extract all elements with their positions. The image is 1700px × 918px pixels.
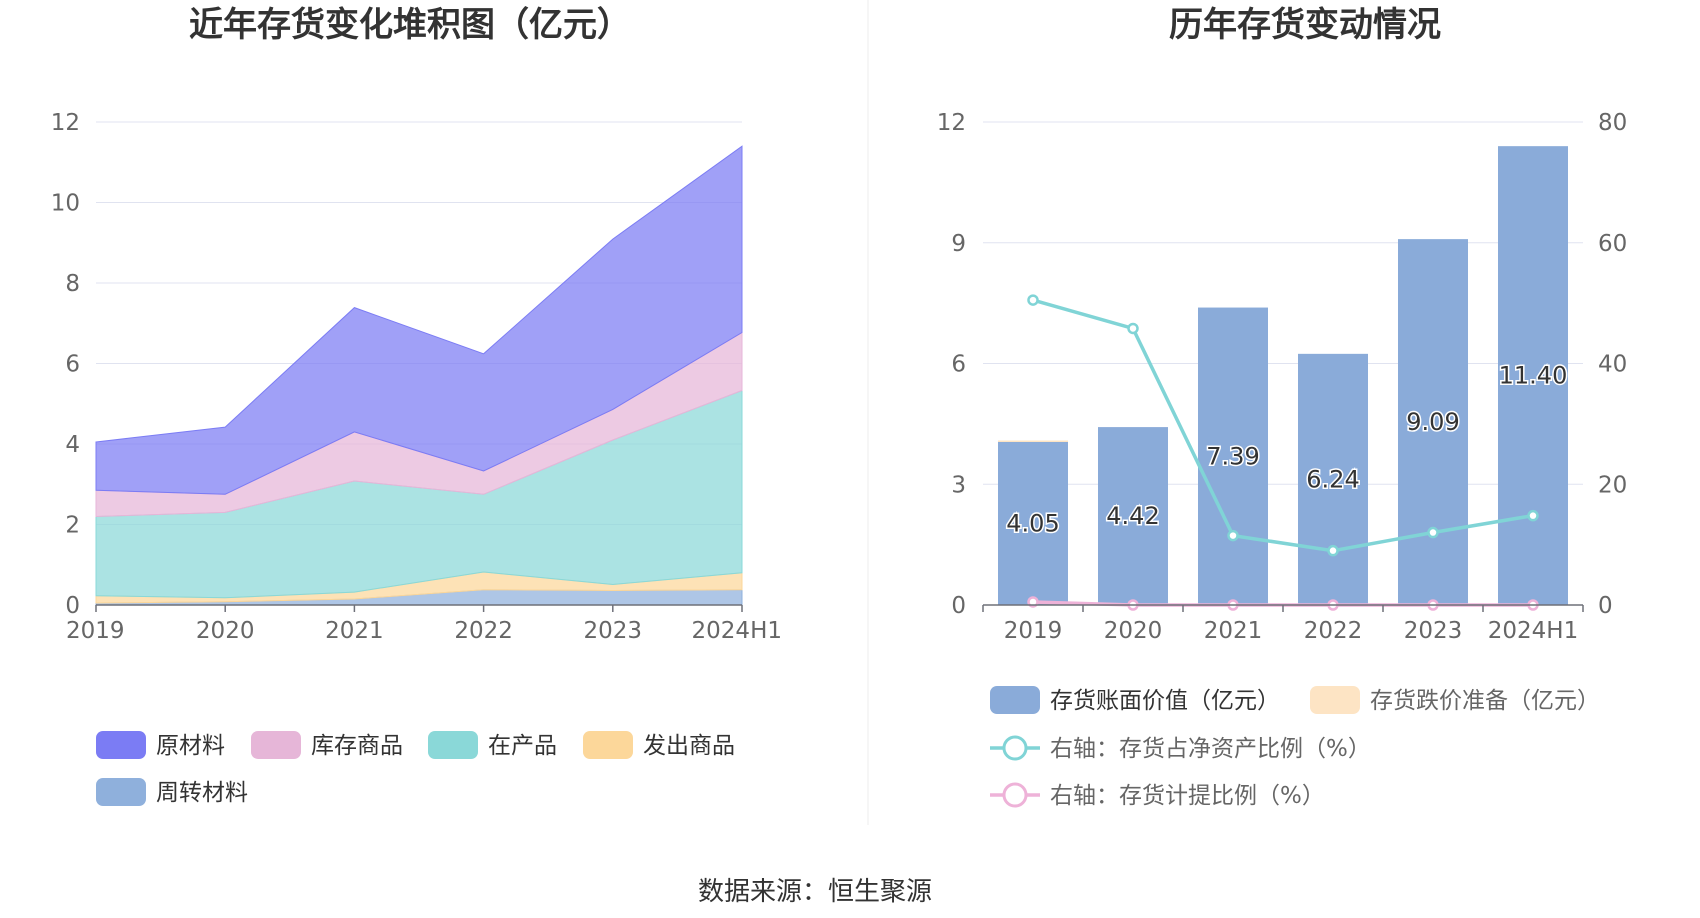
x-tick-label: 2023 [584,618,643,644]
y-tick-label: 9 [951,231,966,257]
bar-value-label: 4.05 [1006,509,1059,537]
legend-label: 发出商品 [643,733,735,759]
x-tick-label: 2024H1 [1488,618,1578,644]
bar-chart-axes: 0 3 6 9 12 0 20 40 60 80 2019 2020 2021 2022 2023 2024H… [937,110,1628,644]
bar-chart-bars [998,146,1568,605]
x-tick-label: 2023 [1404,618,1463,644]
legend-item-ratio_line[interactable]: 右轴：存货占净资产比例（%） [990,735,1371,762]
x-tick-label: 2022 [454,618,513,644]
legend-swatch [96,731,146,759]
y2-tick-label: 20 [1598,472,1627,498]
legend-label: 原材料 [156,733,225,759]
x-tick-label: 2021 [325,618,384,644]
legend-label: 右轴：存货计提比例（%） [1050,783,1325,809]
bar-book-value [1298,353,1368,605]
legend-swatch [251,731,301,759]
area-raw_materials [95,145,743,495]
bar-book-value [1498,146,1568,605]
y-tick-label: 3 [951,472,966,498]
legend-item-goods_shipped[interactable]: 发出商品 [583,731,735,759]
line-point [1227,529,1239,542]
area-chart-title: 近年存货变化堆积图（亿元） [189,5,631,45]
legend-marker [1002,782,1028,808]
y2-tick-label: 60 [1598,231,1627,257]
x-tick-label: 2021 [1204,618,1263,644]
bar-value-label: 9.09 [1406,408,1459,436]
y-tick-label: 0 [65,593,80,619]
legend-item-finished_goods[interactable]: 库存商品 [251,731,403,759]
bar-value-label: 11.40 [1499,362,1568,390]
y-tick-label: 0 [951,593,966,619]
y-tick-label: 6 [65,352,80,378]
line-point [1027,596,1039,608]
y-tick-label: 8 [65,271,80,297]
bar-line-chart: 历年存货变动情况 4.05 4.42 7.39 6.24 9.09 11.40 0 3 6 9 1… [937,5,1628,809]
bar-chart-legend[interactable]: 存货账面价值（亿元） 存货跌价准备（亿元） 右轴：存货占净资产比例（%） 右轴：存货计… [990,686,1600,809]
legend-label: 在产品 [488,733,557,759]
legend-swatch [96,778,146,806]
bar-chart-grid [983,121,1583,485]
stacked-area-chart: 近年存货变化堆积图（亿元） 0 2 4 6 8 10 12 2019 2020 2021 2022 2… [51,5,782,806]
legend-marker [1002,735,1028,761]
legend-label: 存货账面价值（亿元） [1050,688,1280,714]
bar-book-value [1198,307,1268,605]
bar-book-value [1398,239,1468,605]
legend-swatch [1310,686,1360,714]
legend-item-book_value_bar[interactable]: 存货账面价值（亿元） [990,686,1280,714]
x-tick-label: 2019 [1004,618,1063,644]
x-tick-label: 2022 [1304,618,1363,644]
legend-item-wip[interactable]: 在产品 [428,731,557,759]
y2-tick-label: 0 [1598,593,1613,619]
y-tick-label: 10 [51,191,80,217]
legend-label: 库存商品 [311,733,403,759]
legend-item-provision_line[interactable]: 右轴：存货计提比例（%） [990,782,1325,809]
legend-item-turnover_materials[interactable]: 周转材料 [96,778,248,806]
bar-chart-title: 历年存货变动情况 [1169,5,1441,45]
y2-tick-label: 40 [1598,352,1627,378]
legend-label: 周转材料 [156,780,248,806]
bar-value-label: 6.24 [1306,465,1359,493]
legend-swatch [990,686,1040,714]
y-tick-label: 12 [937,110,966,136]
bar-book-value [998,441,1068,605]
data-source: 数据来源：恒生聚源 [698,877,932,907]
line-ratio_line [1032,298,1534,553]
x-tick-label: 2020 [196,618,255,644]
legend-label: 存货跌价准备（亿元） [1370,688,1600,714]
y-tick-label: 6 [951,352,966,378]
x-tick-label: 2024H1 [692,618,782,644]
legend-item-impairment_bar[interactable]: 存货跌价准备（亿元） [1310,686,1600,714]
bar-book-value [1098,427,1168,605]
line-point [1527,509,1539,522]
legend-swatch [428,731,478,759]
y-tick-label: 12 [51,110,80,136]
area-chart-series [95,145,743,606]
x-tick-label: 2020 [1104,618,1163,644]
y2-tick-label: 80 [1598,110,1627,136]
bar-value-label: 7.39 [1206,442,1259,470]
area-chart-axes: 0 2 4 6 8 10 12 2019 2020 2021 2022 2023 2024H1 [51,110,782,644]
bar-impairment [998,440,1068,442]
line-point [1127,322,1139,335]
line-point [1027,294,1039,306]
line-point [1327,544,1339,557]
bar-value-label: 4.42 [1106,502,1159,530]
line-point [1427,526,1439,539]
legend-swatch [583,731,633,759]
x-tick-label: 2019 [66,618,125,644]
legend-label: 右轴：存货占净资产比例（%） [1050,736,1371,762]
legend-item-raw_materials[interactable]: 原材料 [96,731,225,759]
y-tick-label: 4 [65,432,80,458]
y-tick-label: 2 [65,513,80,539]
bar-chart-data-labels: 4.05 4.42 7.39 6.24 9.09 11.40 [1005,360,1569,539]
